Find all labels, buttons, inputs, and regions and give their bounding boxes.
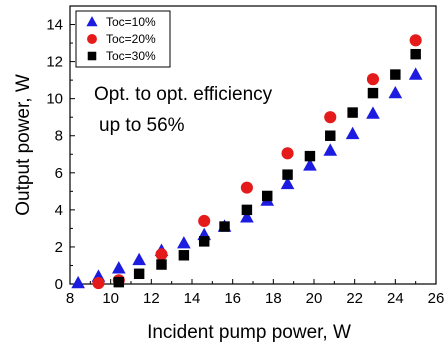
data-point: [111, 261, 126, 274]
data-point: [156, 259, 167, 270]
data-point: [281, 147, 294, 160]
x-tick-label: 24: [387, 290, 404, 307]
data-point: [178, 250, 190, 261]
legend: Toc=10% Toc=20% Toc=30%: [75, 10, 171, 68]
data-point: [304, 150, 316, 162]
data-point: [198, 236, 210, 247]
x-axis-label: Incident pump power, W: [147, 322, 351, 343]
data-point: [92, 277, 105, 290]
x-tick-label: 20: [306, 290, 323, 307]
data-point: [177, 236, 191, 249]
data-point: [410, 48, 421, 60]
data-point: [132, 252, 146, 266]
data-point: [241, 204, 253, 216]
data-point: [113, 276, 125, 288]
data-point: [408, 67, 423, 80]
data-point: [240, 181, 253, 194]
series-circle: [92, 34, 422, 290]
legend-entry-label: Toc=10%: [106, 15, 156, 29]
legend-entry-label: Toc=30%: [106, 49, 156, 63]
data-point: [324, 111, 337, 124]
legend-marker-square: [87, 51, 97, 61]
x-tick-label: 8: [66, 290, 74, 307]
legend-entry-label: Toc=20%: [106, 32, 156, 46]
y-tick-label: 6: [55, 165, 63, 182]
x-tick-label: 14: [184, 290, 201, 307]
series-square: [113, 48, 421, 288]
data-point: [366, 73, 380, 86]
legend-marker-circle: [87, 34, 97, 44]
x-tick-label: 16: [224, 290, 241, 307]
data-point: [323, 143, 338, 156]
data-point: [303, 158, 317, 171]
data-point: [345, 126, 360, 140]
y-tick-label: 2: [55, 239, 63, 256]
legend-marker-triangle: [86, 16, 98, 27]
y-tick-label: 14: [46, 17, 63, 34]
x-tick-label: 18: [265, 290, 282, 307]
annotation-line-1: Opt. to opt. efficiency: [94, 84, 273, 105]
data-point: [71, 275, 85, 289]
data-point: [133, 268, 145, 280]
data-point: [347, 107, 358, 118]
data-point: [155, 248, 168, 261]
x-tick-label: 22: [346, 290, 363, 307]
x-tick-label: 26: [428, 290, 444, 307]
x-tick-label: 12: [143, 290, 160, 307]
y-tick-label: 4: [55, 202, 63, 219]
data-point: [367, 87, 379, 99]
y-tick-label: 0: [55, 276, 63, 293]
data-point: [325, 130, 336, 141]
x-tick-label: 10: [102, 290, 119, 307]
annotation-line-2: up to 56%: [99, 115, 185, 136]
data-point: [388, 85, 403, 99]
y-tick-label: 8: [55, 128, 63, 145]
y-tick-label: 10: [46, 91, 63, 108]
data-point: [219, 221, 230, 232]
data-point: [282, 169, 293, 180]
data-point: [262, 190, 273, 202]
y-axis-label: Output power, W: [13, 74, 34, 216]
data-point: [366, 106, 380, 119]
data-point: [240, 210, 254, 223]
data-point: [280, 176, 295, 190]
data-point: [390, 69, 401, 80]
data-point: [409, 34, 422, 47]
y-tick-label: 12: [46, 54, 63, 71]
data-point: [198, 214, 211, 228]
data-markers: [71, 34, 423, 290]
